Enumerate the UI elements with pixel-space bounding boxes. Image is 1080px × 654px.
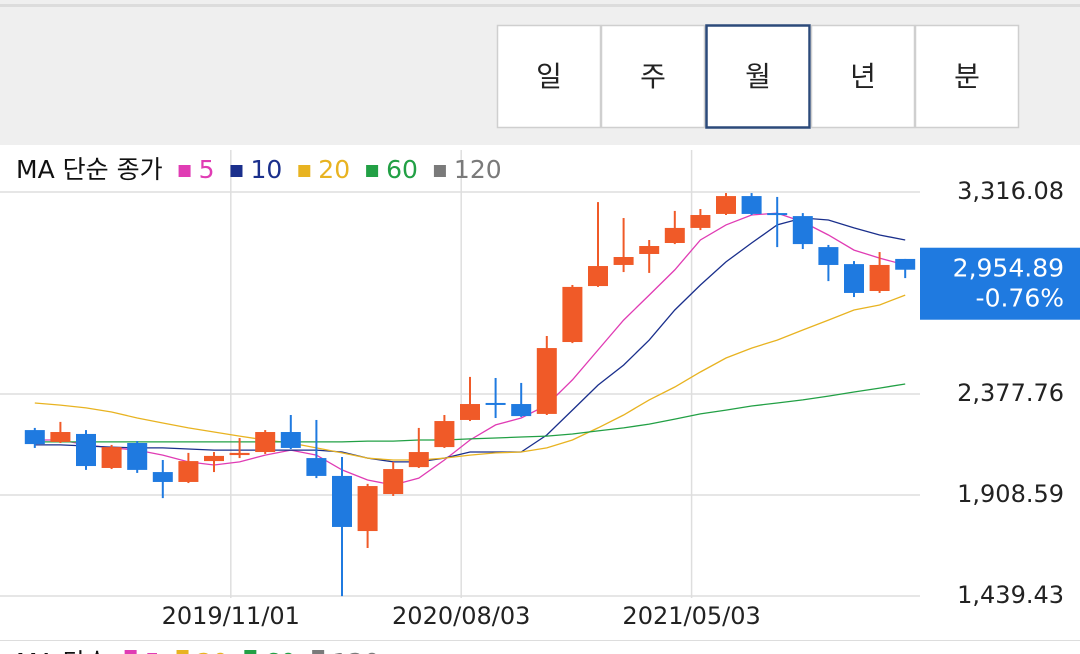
candle-body xyxy=(152,472,173,482)
legend-label: 120 xyxy=(454,155,502,184)
tab-button[interactable] xyxy=(496,24,602,129)
candle-body xyxy=(818,247,839,265)
candle-body xyxy=(229,452,250,456)
candle-body xyxy=(485,402,506,405)
ma-line xyxy=(34,294,906,461)
candle-body xyxy=(690,215,711,228)
next-legend-label: 60 xyxy=(264,648,296,654)
candle-body xyxy=(460,404,480,420)
candle-body xyxy=(511,404,532,417)
ma-line xyxy=(34,212,906,486)
candle-body xyxy=(101,447,122,468)
tab-button[interactable] xyxy=(810,24,916,129)
tab-button[interactable] xyxy=(914,24,1020,129)
candle-body xyxy=(588,266,608,287)
candle-body xyxy=(844,264,864,293)
x-tick-label: 2021/05/03 xyxy=(622,602,760,630)
candle-body xyxy=(536,348,557,414)
panel-divider xyxy=(0,640,1080,641)
x-tick-label: 2019/11/01 xyxy=(162,602,300,630)
legend-label: 60 xyxy=(386,155,418,184)
candle-body xyxy=(716,196,736,214)
price-label: 2,954.89 xyxy=(953,254,1064,283)
next-legend-label: 120 xyxy=(332,648,380,654)
y-tick-label: 2,377.76 xyxy=(957,379,1064,407)
tab-label[interactable]: 일 xyxy=(536,60,562,93)
legend-swatch xyxy=(230,165,243,177)
tab-button[interactable] xyxy=(705,24,811,129)
candle-body xyxy=(434,421,455,448)
tab-label[interactable]: 년 xyxy=(850,60,876,93)
ma-line xyxy=(34,217,906,463)
candle-body xyxy=(332,475,352,527)
legend-label: 5 xyxy=(199,155,215,184)
candle-body xyxy=(613,256,634,265)
next-legend-swatch xyxy=(312,650,325,654)
tab-button[interactable] xyxy=(600,24,706,129)
candle-body xyxy=(178,461,199,482)
candle-body xyxy=(664,227,685,244)
candle-body xyxy=(767,213,788,216)
next-legend-swatch xyxy=(176,650,189,654)
price-box xyxy=(920,247,1080,320)
candle-body xyxy=(895,258,916,270)
candle-body xyxy=(408,452,429,468)
candle-body xyxy=(255,432,276,453)
next-legend-label: 20 xyxy=(197,648,229,654)
next-legend-title: MA 단순 xyxy=(16,648,109,654)
legend-swatch xyxy=(178,165,191,177)
tab-label[interactable]: 분 xyxy=(954,60,980,93)
legend-title: MA 단순 종가 xyxy=(16,155,163,184)
candle-body xyxy=(792,216,813,245)
candle-body xyxy=(383,469,404,495)
candle-body xyxy=(741,196,762,214)
change-label: -0.76% xyxy=(976,284,1064,313)
top-divider xyxy=(0,4,1080,7)
legend-swatch xyxy=(298,165,311,177)
legend-swatch xyxy=(366,165,379,177)
y-tick-label: 3,316.08 xyxy=(957,177,1064,205)
candle-body xyxy=(280,432,301,448)
candle-body xyxy=(357,486,378,532)
next-legend-swatch xyxy=(124,650,137,654)
y-tick-label: 1,908.59 xyxy=(957,480,1064,508)
candle-body xyxy=(50,432,71,442)
tab-label[interactable]: 주 xyxy=(640,60,666,93)
candle-body xyxy=(127,442,148,470)
candle-body xyxy=(24,430,45,445)
candle-body xyxy=(869,264,890,292)
next-legend-swatch xyxy=(244,650,257,654)
legend-label: 10 xyxy=(250,155,282,184)
candle-body xyxy=(204,455,224,462)
x-tick-label: 2020/08/03 xyxy=(392,602,530,630)
tab-label[interactable]: 월 xyxy=(745,60,771,93)
candle-body xyxy=(306,458,327,476)
y-tick-label: 1,439.43 xyxy=(957,581,1064,609)
candle-body xyxy=(562,286,583,343)
next-legend-label: 5 xyxy=(145,648,161,654)
candle-body xyxy=(639,246,660,254)
legend-swatch xyxy=(433,165,446,177)
candle-body xyxy=(76,433,96,467)
legend-label: 20 xyxy=(318,155,350,184)
ma-line xyxy=(34,383,906,443)
